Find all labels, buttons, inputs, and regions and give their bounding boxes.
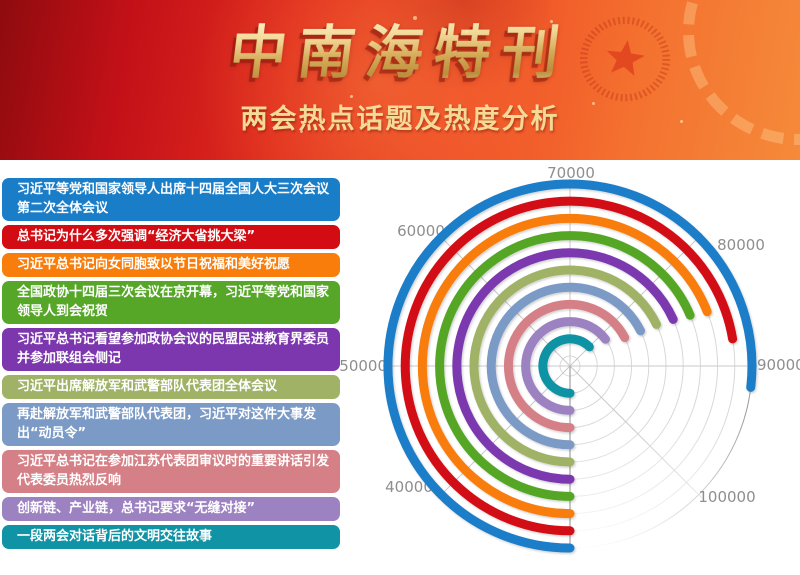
topic-item-5: 习近平总书记看望参加政协会议的民盟民进教育界委员并参加联组会侧记 [2, 328, 340, 371]
heat-bar-6 [469, 265, 661, 467]
sparkle-dot [680, 120, 683, 123]
polar-grid-spoke [437, 233, 703, 499]
topic-item-9: 创新链、产业链，总书记要求“无缝对接” [2, 497, 340, 521]
axis-tick-label: 60000 [397, 222, 445, 240]
topic-item-6: 习近平出席解放军和武警部队代表团全体会议 [2, 375, 340, 399]
heat-bars [383, 179, 757, 553]
polar-grid-circle [559, 355, 581, 377]
polar-grid-circle [456, 252, 684, 480]
subtitle: 两会热点话题及热度分析 [240, 104, 560, 135]
polar-grid-circle [439, 235, 701, 497]
axis-tick-label: 100000 [698, 488, 755, 506]
heat-bar-1 [383, 179, 757, 553]
topic-item-2: 总书记为什么多次强调“经济大省挑大梁” [2, 225, 340, 249]
heat-bar-9 [521, 317, 610, 415]
sparkle-dot [465, 30, 468, 33]
emblem-ray-ring [579, 16, 671, 102]
sparkle-dot [300, 130, 303, 133]
polar-grid [383, 179, 757, 553]
heat-bar-5 [452, 248, 678, 484]
topic-item-4: 全国政协十四届三次会议在京开幕，习近平等党和国家领导人到会祝贺 [2, 281, 340, 324]
topic-item-8: 习近平总书记在参加江苏代表团审议时的重要讲话引发代表委员热烈反响 [2, 450, 340, 493]
header-banner: 中南海特刊 两会热点话题及热度分析 [0, 0, 800, 160]
topic-item-10: 一段两会对话背后的文明交往故事 [2, 525, 340, 549]
heat-bar-7 [486, 282, 645, 450]
axis-tick-label: 40000 [385, 478, 433, 496]
polar-grid-spoke [437, 233, 703, 499]
polar-grid-circle [421, 217, 719, 515]
sparkle-dot [350, 95, 353, 98]
polar-grid-circle [490, 286, 650, 446]
heat-bar-2 [400, 196, 738, 536]
star-emblem-icon [579, 16, 671, 102]
polar-grid-circle [473, 269, 667, 463]
sparkle-dot [592, 102, 595, 105]
polar-grid-circle [404, 200, 736, 532]
sparkle-dot [413, 16, 417, 20]
grid-fade-overlay [552, 415, 800, 575]
axis-tick-label: 80000 [717, 236, 765, 254]
axis-tick-label: 50000 [339, 357, 387, 375]
polar-grid-circle [507, 303, 633, 429]
heat-bar-10 [538, 334, 594, 398]
topic-item-1: 习近平等党和国家领导人出席十四届全国人大三次会议第二次全体会议 [2, 178, 340, 221]
heat-bar-4 [435, 231, 695, 501]
sparkle-dot [550, 20, 553, 23]
axis-tick-label: 90000 [757, 356, 800, 374]
polar-grid-circle [542, 338, 598, 394]
polar-grid-circle [525, 321, 615, 411]
topic-item-7: 再赴解放军和武警部队代表团，习近平对这件大事发出“动员令” [2, 403, 340, 446]
heat-bar-8 [503, 299, 630, 433]
topic-item-3: 习近平总书记向女同胞致以节日祝福和美好祝愿 [2, 253, 340, 277]
polar-grid-circle [387, 183, 753, 549]
heat-bar-3 [417, 213, 712, 519]
topic-list: 习近平等党和国家领导人出席十四届全国人大三次会议第二次全体会议总书记为什么多次强… [2, 178, 340, 553]
axis-tick-label: 70000 [547, 164, 595, 182]
main-title: 中南海特刊 [0, 20, 800, 86]
star-icon [606, 40, 645, 76]
